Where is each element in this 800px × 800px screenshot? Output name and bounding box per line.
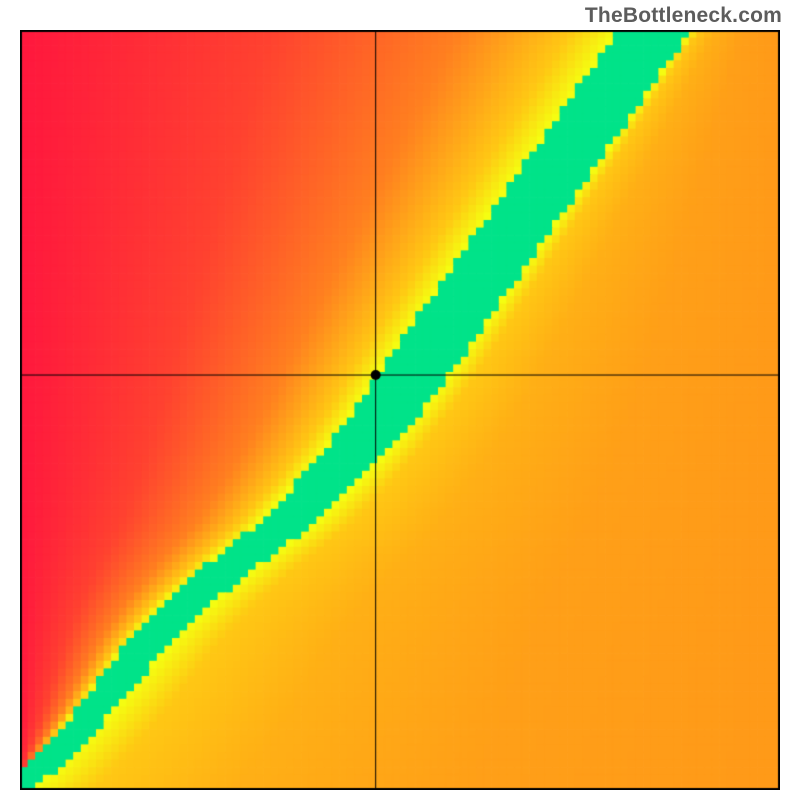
watermark-text: TheBottleneck.com	[585, 4, 782, 28]
bottleneck-heatmap	[20, 30, 780, 790]
chart-container: TheBottleneck.com	[0, 0, 800, 800]
